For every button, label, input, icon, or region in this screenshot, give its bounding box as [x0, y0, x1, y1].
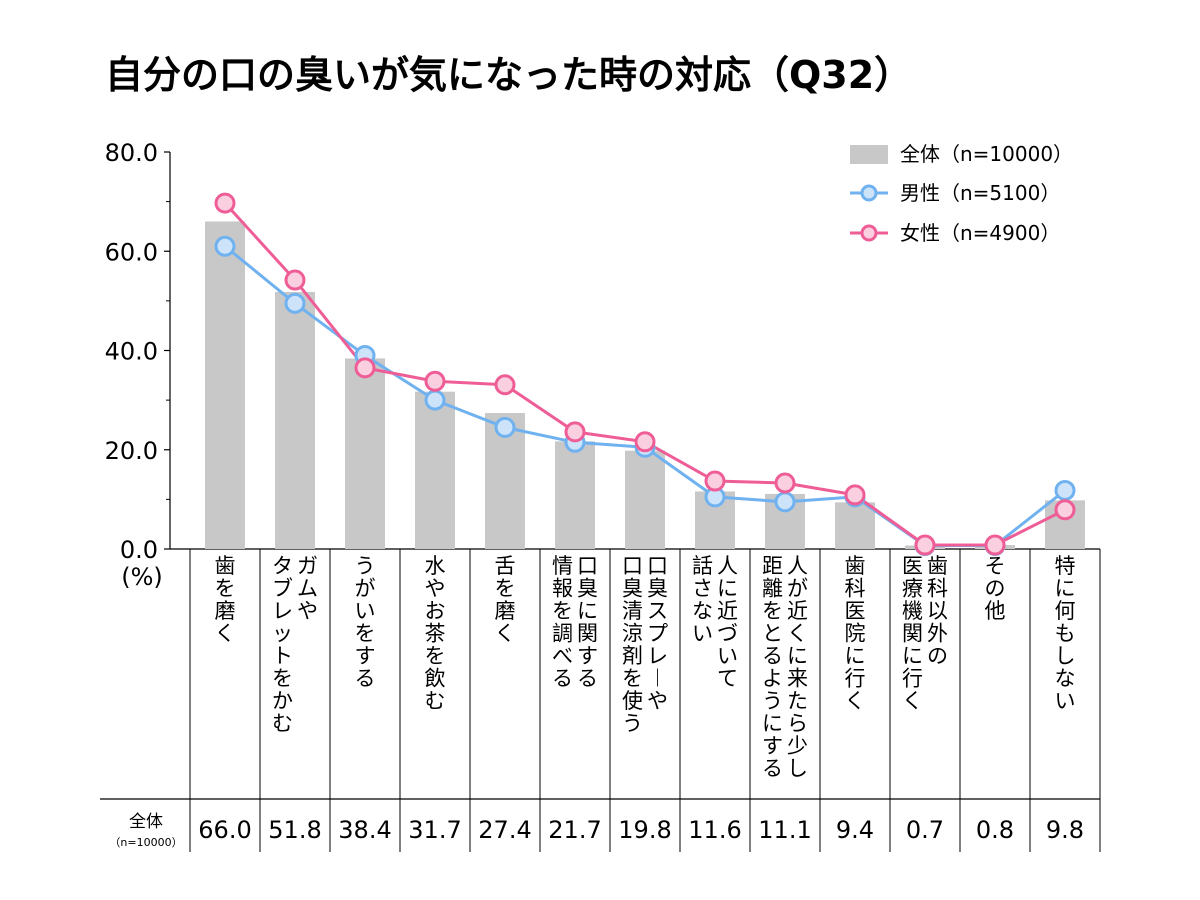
data-point	[424, 389, 446, 411]
y-tick-label: 60.0	[105, 238, 158, 266]
line-series	[214, 192, 1076, 557]
table-row-label: 全体	[129, 812, 163, 832]
category-label: 人に近づいて	[717, 554, 738, 691]
table-cell: 0.7	[906, 816, 944, 844]
category-label: うがいをする	[355, 554, 376, 691]
data-point	[1054, 479, 1076, 501]
data-point	[914, 534, 936, 556]
y-tick-label: 80.0	[105, 139, 158, 167]
table-cell: 66.0	[198, 816, 251, 844]
data-point	[494, 374, 516, 396]
bar	[345, 358, 385, 549]
data-point	[284, 269, 306, 291]
y-tick-label: 20.0	[105, 437, 158, 465]
data-point	[284, 292, 306, 314]
table-cell: 0.8	[976, 816, 1014, 844]
table-cell: 27.4	[478, 816, 531, 844]
data-point	[844, 484, 866, 506]
bar	[205, 221, 245, 549]
data-point	[214, 235, 236, 257]
category-label: 情報を調べる	[552, 554, 573, 691]
data-point	[564, 421, 586, 443]
data-point	[774, 491, 796, 513]
data-point	[634, 431, 656, 453]
category-label: 話さない	[692, 554, 713, 646]
legend-swatch-bar	[850, 145, 888, 164]
bar	[555, 441, 595, 549]
chart-title: 自分の口の臭いが気になった時の対応（Q32）	[105, 53, 912, 97]
category-label: 歯科医院に行く	[845, 554, 866, 713]
category-label: 口臭清涼剤を使う	[622, 554, 643, 736]
bar-series	[205, 221, 1085, 549]
table-row-sublabel: （n=10000）	[109, 836, 182, 849]
y-axis-unit: (%)	[121, 563, 163, 591]
y-tick-label: 40.0	[105, 338, 158, 366]
category-label: ガムや	[297, 554, 318, 623]
data-point	[704, 470, 726, 492]
category-label: 医療機関に行く	[902, 554, 923, 713]
data-point	[494, 416, 516, 438]
bar	[275, 291, 315, 549]
data-point	[214, 192, 236, 214]
category-label: 口臭に関する	[577, 554, 598, 691]
data-point	[984, 534, 1006, 556]
category-label: 歯を磨く	[215, 554, 236, 646]
data-table: 全体 （n=10000） 66.0 51.8 38.4 31.7 27.4 21.7 19.8 1…	[109, 812, 1084, 849]
y-tick-label: 0.0	[120, 536, 158, 564]
legend-swatch-marker	[860, 184, 878, 202]
table-cell: 21.7	[548, 816, 601, 844]
axes: 0.0 20.0 40.0 60.0 80.0 (%)	[100, 139, 1101, 852]
legend-swatch-marker	[860, 224, 878, 242]
legend-label: 男性（n=5100）	[900, 181, 1060, 205]
category-label: その他	[985, 554, 1006, 623]
category-label: 水やお茶を飲む	[425, 554, 446, 713]
legend-label: 女性（n=4900）	[900, 221, 1060, 245]
table-cell: 51.8	[268, 816, 321, 844]
legend-label: 全体（n=10000）	[900, 142, 1073, 166]
category-label: 口臭スプレ︱や	[647, 554, 668, 713]
table-cell: 31.7	[408, 816, 461, 844]
table-cell: 11.6	[688, 816, 741, 844]
table-cell: 9.4	[836, 816, 874, 844]
table-cell: 9.8	[1046, 816, 1084, 844]
category-label: タブレットをかむ	[272, 554, 293, 736]
data-point	[774, 472, 796, 494]
table-cell: 11.1	[758, 816, 811, 844]
category-label: 距離をとるようにする	[762, 554, 783, 781]
data-point	[1054, 499, 1076, 521]
category-label: 舌を磨く	[495, 554, 516, 646]
bar	[625, 450, 665, 549]
bar	[415, 391, 455, 549]
table-cell: 19.8	[618, 816, 671, 844]
data-point	[424, 370, 446, 392]
category-label: 人が近くに来たら少し	[787, 554, 808, 781]
legend: 全体（n=10000） 男性（n=5100） 女性（n=4900）	[850, 142, 1073, 245]
category-label: 特に何もしない	[1055, 554, 1076, 713]
table-cell: 38.4	[338, 816, 391, 844]
bar	[835, 502, 875, 549]
data-point	[354, 357, 376, 379]
category-label: 歯科以外の	[927, 554, 948, 668]
